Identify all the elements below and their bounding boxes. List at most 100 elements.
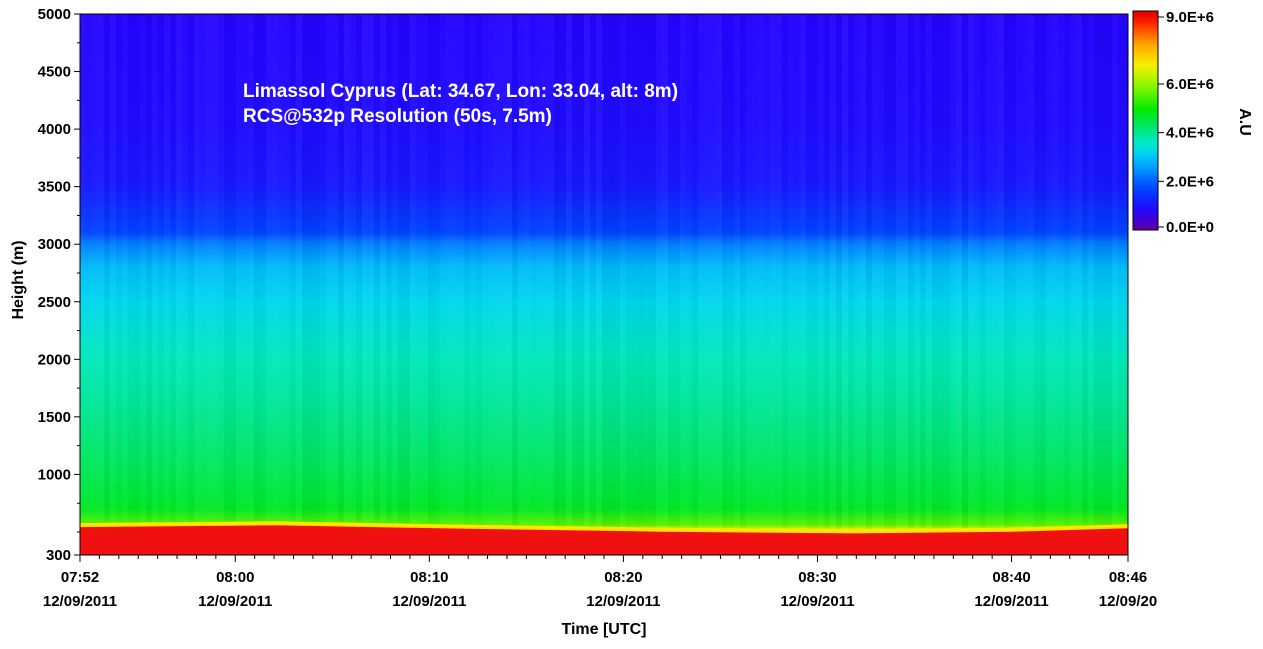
colorbar-tick-label: 9.0E+6 xyxy=(1166,9,1214,26)
texture-column xyxy=(140,14,146,555)
texture-column xyxy=(554,14,560,555)
texture-column xyxy=(1064,14,1070,555)
texture-column xyxy=(836,14,842,555)
colorbar-tick-label: 4.0E+6 xyxy=(1166,125,1214,142)
x-tick-time: 07:52 xyxy=(61,569,99,586)
x-axis: 07:52 12/09/2011 08:00 12/09/2011 08:10 12/09… xyxy=(43,555,1157,610)
texture-column xyxy=(344,14,350,555)
texture-column xyxy=(110,14,116,555)
texture-column xyxy=(1016,14,1022,555)
texture-column xyxy=(1040,14,1046,555)
y-tick-label: 4000 xyxy=(38,121,71,138)
texture-column xyxy=(938,14,944,555)
texture-column xyxy=(1118,14,1124,555)
texture-column xyxy=(152,14,158,555)
texture-column xyxy=(830,14,836,555)
texture-column xyxy=(902,14,908,555)
texture-column xyxy=(980,14,986,555)
texture-column xyxy=(602,14,608,555)
texture-column xyxy=(272,14,278,555)
texture-column xyxy=(1094,14,1100,555)
texture-column xyxy=(986,14,992,555)
y-tick-label: 4500 xyxy=(38,64,71,81)
texture-column xyxy=(1022,14,1028,555)
x-tick-date: 12/09/2011 xyxy=(586,593,660,610)
texture-column xyxy=(848,14,854,555)
y-tick-label: 2500 xyxy=(38,294,71,311)
texture-column xyxy=(764,14,770,555)
texture-column xyxy=(788,14,794,555)
texture-column xyxy=(92,14,98,555)
texture-column xyxy=(1046,14,1052,555)
texture-column xyxy=(1052,14,1058,555)
texture-column xyxy=(566,14,572,555)
texture-column xyxy=(146,14,152,555)
texture-column xyxy=(1034,14,1040,555)
texture-column xyxy=(800,14,806,555)
texture-column xyxy=(1010,14,1016,555)
texture-column xyxy=(872,14,878,555)
texture-column xyxy=(746,14,752,555)
colorbar: 0.0E+0 2.0E+6 4.0E+6 6.0E+6 9.0E+6 A.U xyxy=(1132,9,1253,236)
x-tick-date: 12/09/2011 xyxy=(43,593,117,610)
aerosol-layer xyxy=(80,523,1128,555)
y-tick-label: 300 xyxy=(46,547,71,564)
texture-column xyxy=(362,14,368,555)
y-tick-label: 1500 xyxy=(38,409,71,426)
texture-column xyxy=(608,14,614,555)
texture-column xyxy=(692,14,698,555)
texture-column xyxy=(1088,14,1094,555)
colorbar-tick-label: 0.0E+0 xyxy=(1166,219,1214,236)
texture-column xyxy=(710,14,716,555)
texture-column xyxy=(80,14,86,555)
y-tick-label: 5000 xyxy=(38,6,71,23)
texture-column xyxy=(704,14,710,555)
texture-column xyxy=(1058,14,1064,555)
texture-column xyxy=(866,14,872,555)
texture-column xyxy=(896,14,902,555)
texture-column xyxy=(860,14,866,555)
texture-column xyxy=(1076,14,1082,555)
texture-column xyxy=(1070,14,1076,555)
texture-column xyxy=(728,14,734,555)
texture-column xyxy=(170,14,176,555)
texture-column xyxy=(716,14,722,555)
aerosol-layer-top-edge xyxy=(80,521,1128,534)
texture-column xyxy=(104,14,110,555)
texture-column xyxy=(890,14,896,555)
texture-column xyxy=(770,14,776,555)
texture-column xyxy=(920,14,926,555)
texture-column xyxy=(1112,14,1118,555)
texture-column xyxy=(302,14,308,555)
texture-column xyxy=(206,14,212,555)
x-tick-time: 08:20 xyxy=(604,569,642,586)
texture-column xyxy=(806,14,812,555)
texture-column xyxy=(968,14,974,555)
texture-column xyxy=(182,14,188,555)
texture-column xyxy=(410,14,416,555)
texture-column xyxy=(722,14,728,555)
texture-column xyxy=(1004,14,1010,555)
texture-column xyxy=(662,14,668,555)
texture-column xyxy=(236,14,242,555)
texture-column xyxy=(950,14,956,555)
texture-column xyxy=(200,14,206,555)
texture-column xyxy=(212,14,218,555)
texture-column xyxy=(1100,14,1106,555)
x-tick-time: 08:30 xyxy=(798,569,836,586)
texture-column xyxy=(974,14,980,555)
x-tick-time: 08:10 xyxy=(410,569,448,586)
texture-column xyxy=(884,14,890,555)
texture-column xyxy=(914,14,920,555)
texture-column xyxy=(404,14,410,555)
x-tick-date: 12/09/2011 xyxy=(974,593,1048,610)
colorbar-title: A.U xyxy=(1236,108,1253,136)
x-tick-time: 08:00 xyxy=(216,569,254,586)
texture-column xyxy=(230,14,236,555)
texture-column xyxy=(158,14,164,555)
texture-column xyxy=(194,14,200,555)
texture-column xyxy=(1106,14,1112,555)
texture-column xyxy=(218,14,224,555)
texture-column xyxy=(962,14,968,555)
texture-column xyxy=(164,14,170,555)
